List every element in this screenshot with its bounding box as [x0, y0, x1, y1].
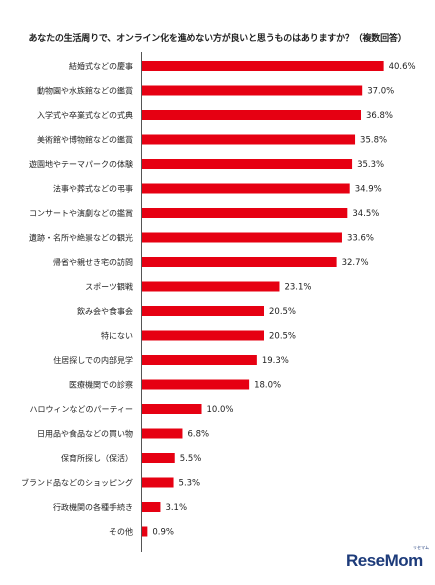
bar	[142, 330, 264, 341]
value-label: 23.1%	[284, 283, 311, 293]
value-label: 33.6%	[347, 234, 374, 244]
bar	[142, 306, 264, 316]
value-label: 34.5%	[352, 209, 379, 219]
brand-name: ReseMom	[346, 551, 423, 570]
category-label: コンサートや演劇などの鑑賞	[29, 208, 133, 218]
bar	[142, 134, 356, 145]
value-label: 35.8%	[360, 136, 387, 146]
value-label: 35.3%	[357, 160, 384, 170]
category-label: 法事や葬式などの弔事	[53, 184, 133, 194]
resemom-logo: ReseMom リセマム	[346, 545, 431, 575]
category-label: 動物園や水族館などの鑑賞	[37, 86, 133, 96]
bar	[142, 502, 161, 512]
value-label: 5.3%	[179, 479, 201, 489]
brand-kana: リセマム	[413, 545, 429, 550]
bar	[142, 477, 174, 488]
category-label: 飲み会や食事会	[77, 306, 133, 316]
category-label: 入学式や卒業式などの式典	[37, 110, 133, 120]
value-label: 40.6%	[389, 62, 416, 72]
category-label: 結婚式などの慶事	[69, 61, 133, 71]
category-label: 特にない	[101, 331, 133, 341]
value-label: 19.3%	[262, 356, 289, 366]
category-label: その他	[109, 527, 133, 537]
value-label: 3.1%	[165, 503, 187, 513]
category-label: 日用品や食品などの買い物	[37, 429, 133, 439]
category-label: 美術館や博物館などの鑑賞	[37, 135, 133, 145]
bar	[142, 110, 362, 120]
category-label: スポーツ観戦	[85, 282, 133, 292]
bar	[142, 355, 257, 365]
value-label: 6.8%	[187, 430, 209, 440]
bar	[142, 232, 342, 243]
category-label: 行政機関の各種手続き	[53, 502, 133, 512]
bar	[142, 526, 148, 537]
value-label: 36.8%	[366, 111, 393, 121]
category-label: 帰省や親せき宅の訪問	[53, 257, 133, 267]
value-label: 20.5%	[269, 307, 296, 317]
value-label: 18.0%	[254, 381, 281, 391]
bars-group: 結婚式などの慶事 40.6% 動物園や水族館などの鑑賞 37.0% 入学式や卒業式などの…	[21, 61, 416, 538]
value-label: 5.5%	[180, 454, 202, 464]
value-label: 10.0%	[207, 405, 234, 415]
category-label: ブランド品などのショッピング	[21, 478, 133, 488]
bar	[142, 453, 175, 463]
bar	[142, 208, 348, 218]
bar	[142, 61, 384, 71]
chart-title: あなたの生活周りで、オンライン化を進めない方が良いと思うものはありますか？（複数…	[28, 34, 407, 44]
value-label: 37.0%	[367, 87, 394, 97]
category-label: 医療機関での診察	[69, 380, 133, 390]
bar	[142, 257, 337, 267]
bar	[142, 159, 353, 169]
value-label: 20.5%	[269, 332, 296, 342]
bar	[142, 183, 350, 194]
bar	[142, 281, 280, 292]
bar	[142, 404, 202, 414]
value-label: 0.9%	[152, 528, 174, 538]
value-label: 34.9%	[355, 185, 382, 195]
bar	[142, 379, 250, 390]
category-label: 保育所探し（保活）	[61, 453, 133, 463]
bar	[142, 85, 363, 96]
category-label: 遺跡・名所や絶景などの観光	[29, 233, 133, 243]
category-label: 住居探しでの内部見学	[53, 355, 133, 365]
value-label: 32.7%	[342, 258, 369, 268]
bar	[142, 428, 183, 439]
category-label: ハロウィンなどのパーティー	[29, 405, 133, 414]
category-label: 遊園地やテーマパークの体験	[29, 159, 133, 169]
